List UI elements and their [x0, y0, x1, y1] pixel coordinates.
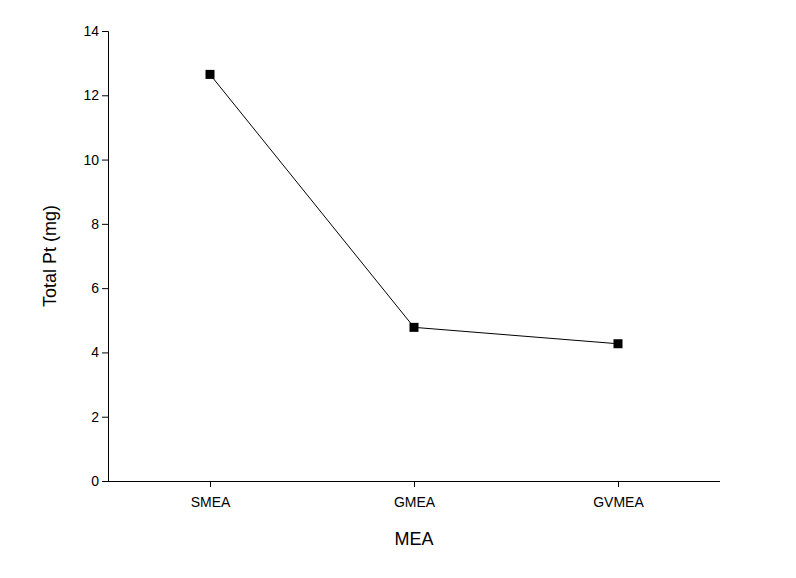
x-tick-label: GVMEA: [593, 494, 644, 510]
y-tick-label: 10: [83, 152, 99, 168]
y-tick-mark: [102, 95, 108, 96]
y-tick: 8: [91, 216, 108, 232]
x-tick-mark: [210, 481, 211, 487]
x-tick: GVMEA: [593, 481, 644, 510]
y-tick-mark: [102, 417, 108, 418]
y-tick-mark: [102, 352, 108, 353]
y-axis-title: Total Pt (mg): [40, 205, 60, 307]
y-tick-label: 14: [83, 23, 99, 39]
y-tick-label: 6: [91, 280, 99, 296]
y-tick-label: 0: [91, 473, 99, 489]
y-tick-label: 12: [83, 87, 99, 103]
x-tick-label: SMEA: [191, 494, 231, 510]
x-axis: SMEA GMEA GVMEA: [108, 481, 720, 510]
chart: 0 2 4 6 8 10 12 14 SMEA GMEA GVMEA MEA Total Pt (mg): [0, 0, 796, 578]
x-axis-title: MEA: [394, 529, 433, 549]
y-tick-label: 8: [91, 216, 99, 232]
y-axis: 0 2 4 6 8 10 12 14: [83, 23, 108, 489]
data-line: [210, 74, 618, 343]
y-tick: 10: [83, 152, 108, 168]
y-tick: 4: [91, 344, 108, 360]
y-tick: 0: [91, 473, 108, 489]
data-point: [410, 323, 419, 332]
x-tick: SMEA: [191, 481, 231, 510]
y-tick-mark: [102, 288, 108, 289]
y-axis-line: [102, 32, 109, 482]
x-tick: GMEA: [394, 481, 436, 510]
y-tick-mark: [102, 481, 108, 482]
data-point: [206, 70, 215, 79]
y-tick-label: 2: [91, 409, 99, 425]
y-tick-mark: [102, 31, 108, 32]
x-tick-label: GMEA: [394, 494, 436, 510]
y-tick: 6: [91, 280, 108, 296]
x-tick-mark: [414, 481, 415, 487]
y-tick: 2: [91, 409, 108, 425]
plot-area: [206, 70, 623, 348]
data-point: [614, 339, 623, 348]
y-tick-mark: [102, 224, 108, 225]
y-tick-mark: [102, 160, 108, 161]
y-tick: 12: [83, 87, 108, 103]
y-tick: 14: [83, 23, 108, 39]
y-tick-label: 4: [91, 344, 99, 360]
x-tick-mark: [618, 481, 619, 487]
